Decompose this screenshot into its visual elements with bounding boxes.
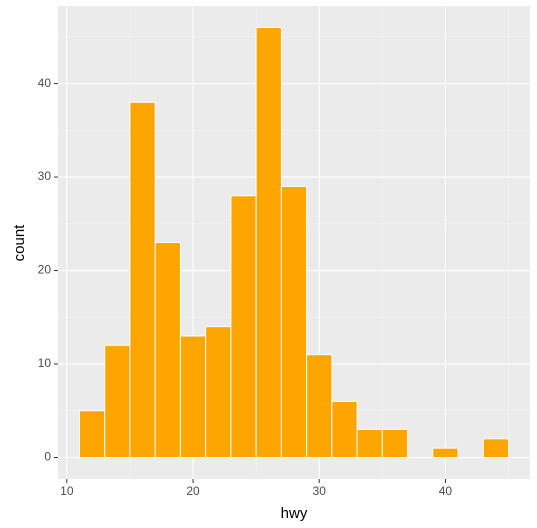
bar xyxy=(432,447,459,458)
bar xyxy=(331,400,358,459)
bar xyxy=(78,410,106,458)
y-tick-label: 40 xyxy=(38,76,52,90)
x-axis-title: hwy xyxy=(281,505,308,522)
x-tick-label: 40 xyxy=(439,484,453,498)
bar xyxy=(129,101,156,458)
bar xyxy=(306,354,333,459)
bar xyxy=(356,428,383,458)
y-tick-label: 20 xyxy=(38,263,52,277)
bar xyxy=(179,335,207,459)
bar xyxy=(280,185,308,458)
bar xyxy=(255,27,282,458)
bar xyxy=(230,195,257,458)
y-axis-title: count xyxy=(11,224,28,262)
y-tick-label: 0 xyxy=(44,450,51,464)
y-tick-label: 10 xyxy=(38,356,52,370)
x-tick-label: 20 xyxy=(186,484,200,498)
bar xyxy=(205,326,232,458)
bar xyxy=(154,242,181,458)
bar xyxy=(381,428,409,458)
x-tick-label: 10 xyxy=(60,484,74,498)
bar xyxy=(104,344,131,458)
y-tick-label: 30 xyxy=(38,169,52,183)
bar xyxy=(482,438,510,459)
x-tick-label: 30 xyxy=(313,484,327,498)
